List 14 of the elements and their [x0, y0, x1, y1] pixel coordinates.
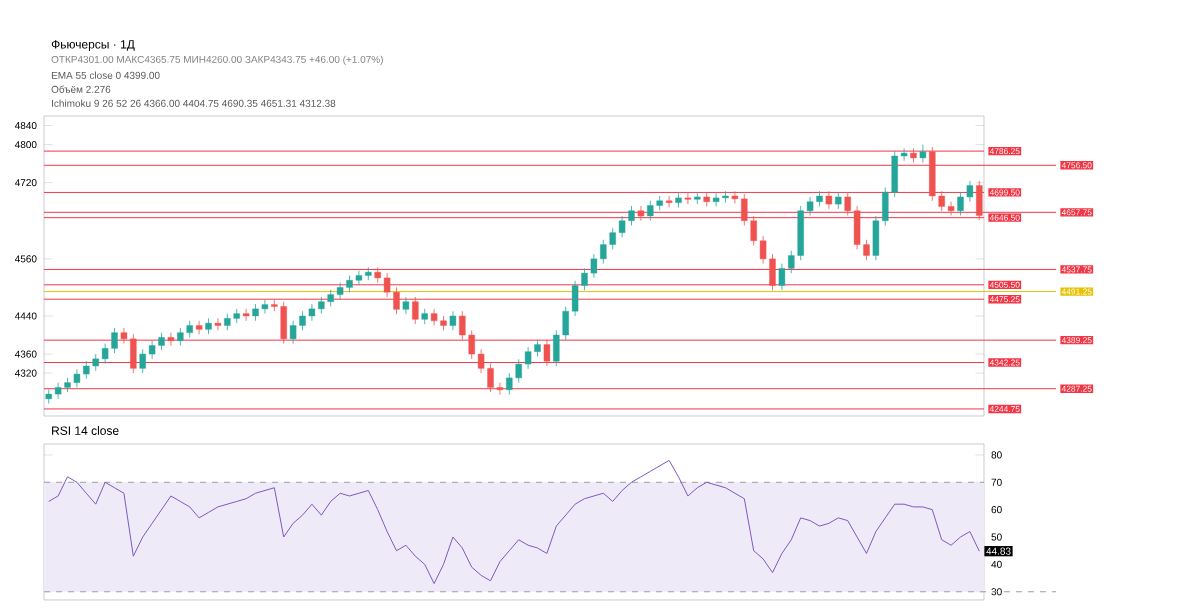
- candlestick: [167, 332, 175, 346]
- candlestick: [242, 308, 250, 322]
- candlestick: [449, 310, 457, 331]
- candlestick: [976, 180, 983, 221]
- candlestick: [214, 317, 222, 331]
- candlestick: [195, 320, 203, 335]
- candlestick: [637, 205, 645, 222]
- candlestick: [543, 339, 551, 367]
- candlestick: [412, 296, 419, 325]
- candlestick: [919, 144, 927, 164]
- candlestick: [684, 192, 692, 205]
- candlestick: [665, 195, 673, 208]
- candlestick: [402, 296, 410, 315]
- candlestick: [825, 190, 833, 210]
